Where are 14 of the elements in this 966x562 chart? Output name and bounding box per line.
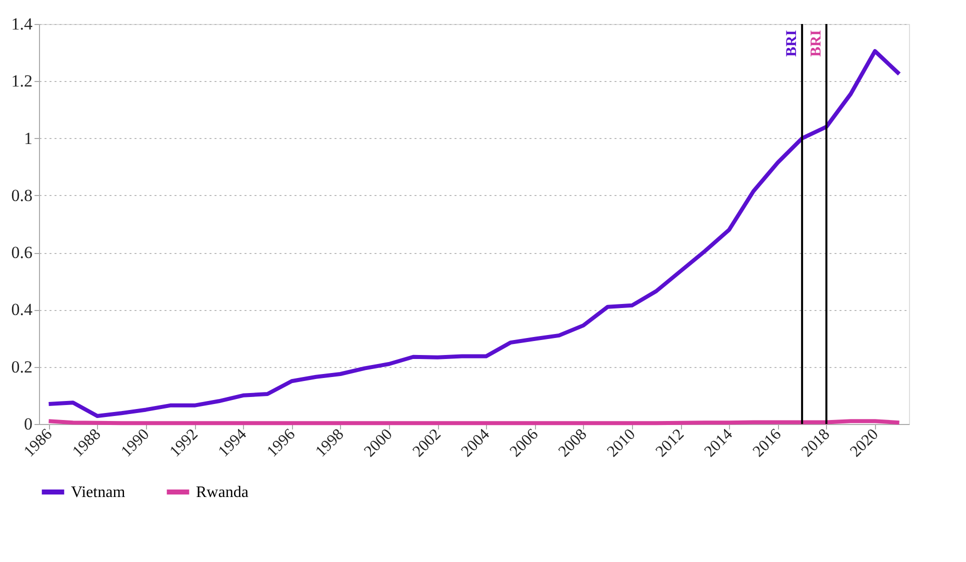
y-tick-label: 0.8	[11, 186, 32, 205]
x-tick-label: 1990	[118, 426, 153, 460]
legend-label: Vietnam	[71, 484, 126, 501]
y-tick-label: 1	[24, 128, 32, 148]
ref-line-label: BRI	[808, 30, 824, 57]
legend-label: Rwanda	[196, 484, 248, 501]
y-tick-label: 0.2	[11, 357, 32, 376]
y-tick-label: 0.4	[11, 300, 33, 320]
y-tick-label: 0.6	[11, 243, 32, 262]
ref-line-label: BRI	[784, 30, 800, 57]
y-tick-label: 1.4	[11, 14, 33, 34]
x-tick-label: 1992	[166, 426, 202, 460]
y-tick-label: 0	[24, 414, 32, 434]
y-tick-label: 1.2	[11, 72, 32, 91]
